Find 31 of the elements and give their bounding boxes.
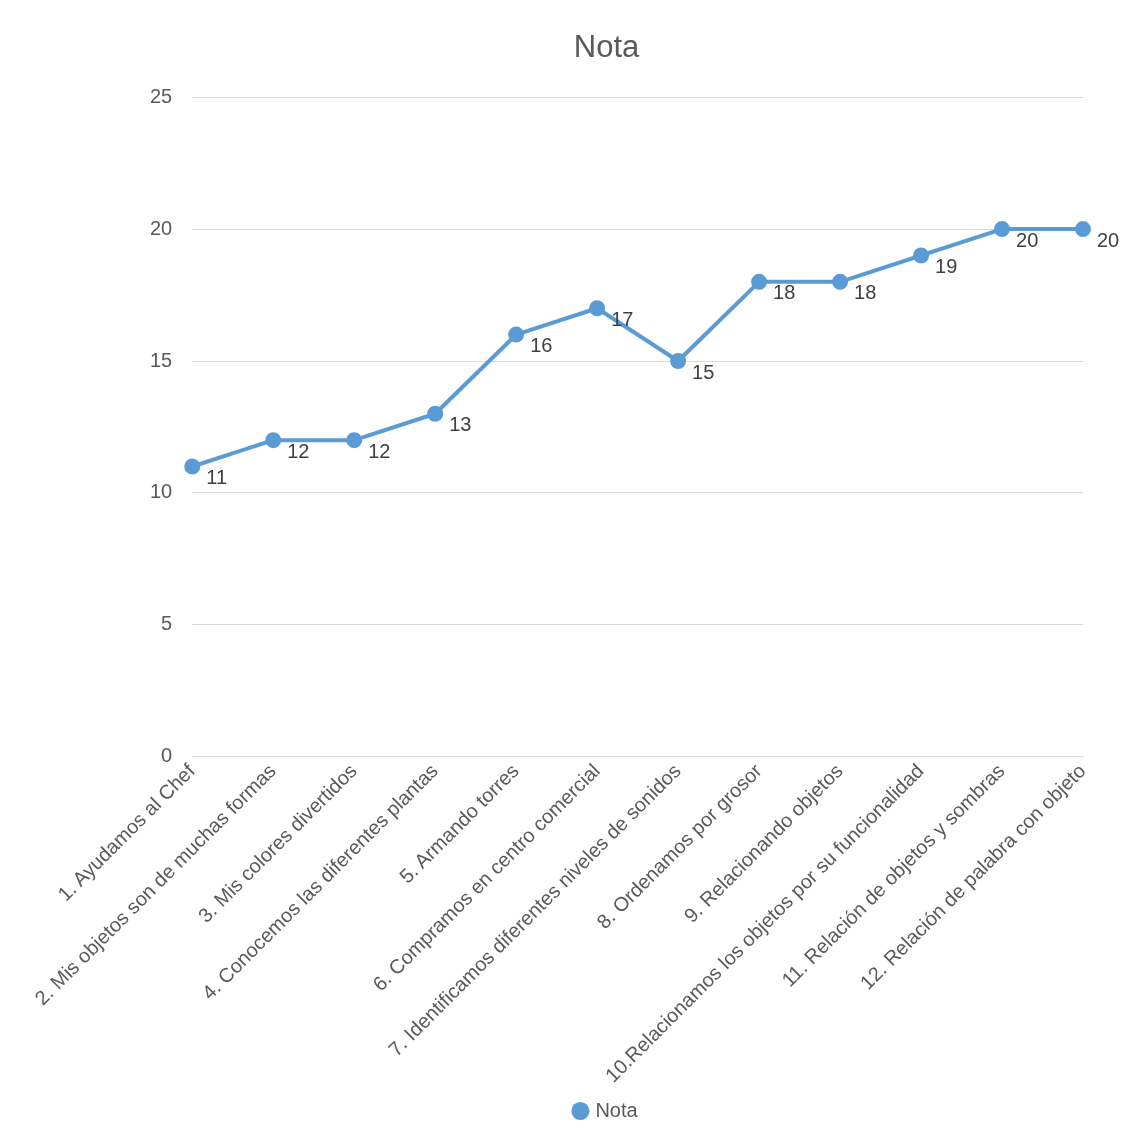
point bbox=[751, 273, 768, 290]
point bbox=[994, 221, 1011, 238]
point bbox=[184, 458, 201, 475]
legend-label: Nota bbox=[595, 1098, 639, 1121]
y-tick-label: 20 bbox=[150, 216, 173, 239]
y-tick-label: 25 bbox=[150, 84, 173, 107]
chart-title: Nota bbox=[573, 29, 640, 65]
y-tick-label: 15 bbox=[150, 348, 173, 371]
y-tick-label: 0 bbox=[161, 744, 173, 767]
data-label: 20 bbox=[1016, 228, 1039, 251]
data-label: 18 bbox=[854, 281, 877, 304]
y-tick-label: 10 bbox=[150, 480, 173, 503]
point bbox=[1075, 221, 1091, 238]
data-label: 13 bbox=[449, 413, 472, 436]
point bbox=[427, 405, 444, 422]
y-tick-label: 5 bbox=[161, 612, 173, 635]
point bbox=[670, 353, 687, 369]
point bbox=[913, 247, 930, 264]
data-label: 15 bbox=[692, 360, 715, 383]
data-label: 16 bbox=[530, 334, 553, 357]
data-label: 18 bbox=[773, 281, 796, 304]
point bbox=[346, 432, 363, 449]
data-label: 20 bbox=[1097, 228, 1120, 251]
data-label: 12 bbox=[287, 439, 310, 462]
point bbox=[832, 273, 849, 290]
point bbox=[265, 432, 282, 449]
point bbox=[589, 300, 606, 317]
point bbox=[508, 326, 525, 343]
data-label: 12 bbox=[368, 439, 391, 462]
data-label: 19 bbox=[935, 255, 958, 277]
data-label: 11 bbox=[206, 466, 228, 489]
